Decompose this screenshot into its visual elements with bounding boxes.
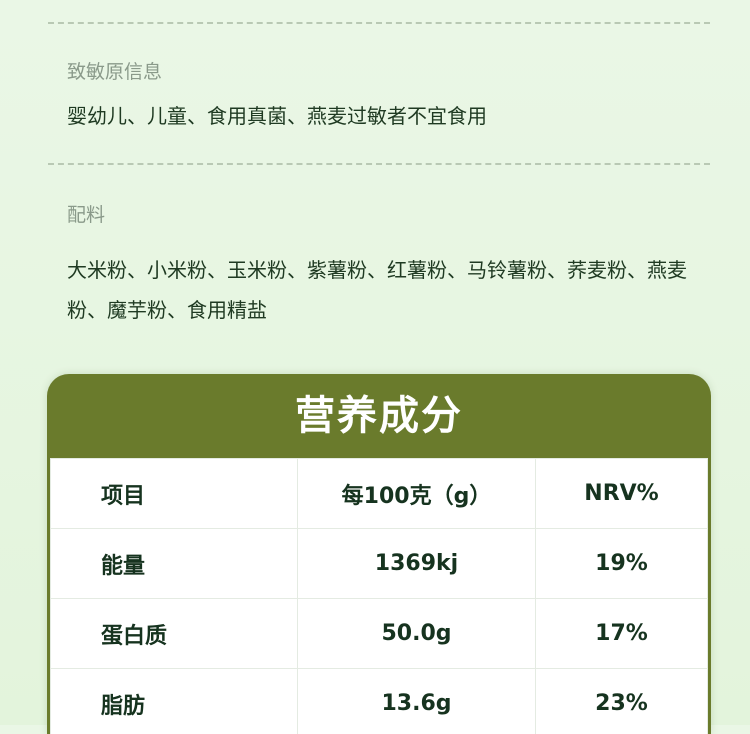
cell-name: 脂肪 <box>51 669 298 734</box>
nutrition-title: 营养成分 <box>47 374 711 458</box>
cell-nrv: 23% <box>536 669 708 734</box>
table-header-row: 项目 每100克（g） NRV% <box>51 459 708 529</box>
cell-name: 蛋白质 <box>51 599 298 669</box>
divider <box>48 163 710 165</box>
cell-value: 50.0g <box>298 599 536 669</box>
cell-value: 13.6g <box>298 669 536 734</box>
table-row: 蛋白质 50.0g 17% <box>51 599 708 669</box>
cell-nrv: 19% <box>536 529 708 599</box>
ingredients-text: 大米粉、小米粉、玉米粉、紫薯粉、红薯粉、马铃薯粉、荞麦粉、燕麦粉、魔芋粉、食用精… <box>67 250 692 330</box>
header-item: 项目 <box>51 459 298 529</box>
ingredients-label: 配料 <box>67 200 105 227</box>
divider <box>48 22 710 24</box>
header-nrv: NRV% <box>536 459 708 529</box>
cell-name: 能量 <box>51 529 298 599</box>
allergen-label: 致敏原信息 <box>67 57 162 84</box>
header-per100g: 每100克（g） <box>298 459 536 529</box>
cell-nrv: 17% <box>536 599 708 669</box>
table-row: 能量 1369kj 19% <box>51 529 708 599</box>
nutrition-table: 项目 每100克（g） NRV% 能量 1369kj 19% 蛋白质 50.0g… <box>50 458 708 734</box>
nutrition-table-card: 营养成分 项目 每100克（g） NRV% 能量 1369kj 19% 蛋白质 … <box>47 374 711 734</box>
allergen-text: 婴幼儿、儿童、食用真菌、燕麦过敏者不宜食用 <box>67 96 687 136</box>
cell-value: 1369kj <box>298 529 536 599</box>
table-row: 脂肪 13.6g 23% <box>51 669 708 734</box>
